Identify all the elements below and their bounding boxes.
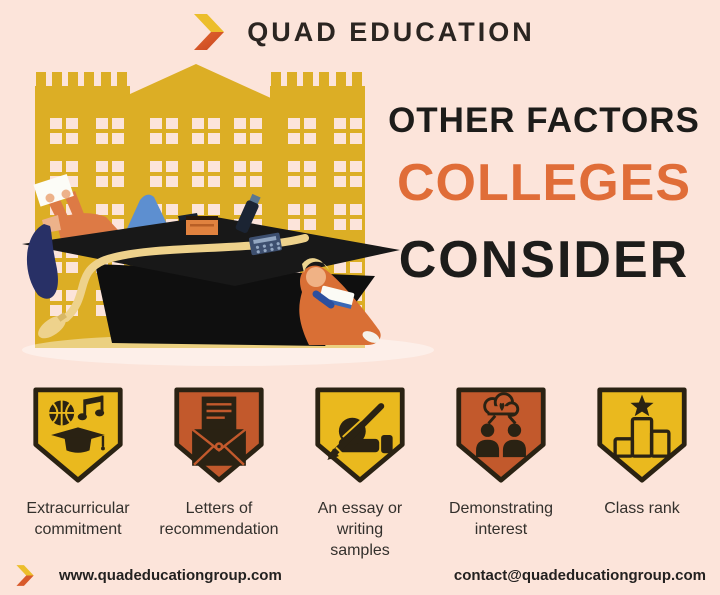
factor-label: Letters of recommendation — [159, 500, 279, 539]
building-windows — [50, 118, 362, 316]
hand-writing-pen-icon — [327, 403, 393, 460]
factor-label: Demonstrating interest — [448, 500, 554, 539]
factor-letters: Letters of recommendation — [149, 385, 290, 561]
factors-row: Extracurricular commitment — [6, 385, 714, 561]
factor-label: Class rank — [604, 500, 680, 517]
calculator-icon — [248, 232, 283, 256]
footer-website: www.quadeducationgroup.com — [59, 566, 282, 584]
student-sitting-reading — [299, 258, 381, 345]
brand-header: QUAD EDUCATION — [0, 10, 720, 54]
factor-essay: An essay or writing samples — [290, 385, 431, 561]
factor-interest: Demonstrating interest — [431, 385, 572, 561]
campus-illustration — [22, 64, 434, 366]
student-hair-over-edge — [26, 215, 61, 299]
title-line-2: COLLEGES — [396, 154, 692, 212]
factor-extracurricular: Extracurricular commitment — [8, 385, 149, 561]
brand-name: QUAD EDUCATION — [247, 16, 535, 47]
people-shared-idea-icon — [476, 392, 526, 458]
open-letter-icon — [191, 396, 247, 466]
objects-on-cap — [186, 193, 283, 256]
footer-bar: www.quadeducationgroup.com contact@quade… — [12, 562, 706, 588]
chevron-arrow-icon — [194, 14, 225, 50]
factor-class-rank: Class rank — [572, 385, 713, 561]
chevron-arrow-icon — [16, 564, 34, 586]
bottle-icon — [235, 193, 261, 234]
title-line-3: CONSIDER — [398, 231, 690, 289]
footer-email: contact@quadeducationgroup.com — [453, 566, 706, 584]
podium-star-icon — [613, 394, 671, 458]
title-line-1: OTHER FACTORS — [388, 101, 700, 140]
page-title: OTHER FACTORS COLLEGES CONSIDER — [372, 103, 716, 286]
factor-label: An essay or writing samples — [317, 500, 403, 560]
factor-label: Extracurricular commitment — [26, 500, 130, 539]
book-icon — [186, 216, 218, 235]
sports-music-graduation-icon — [49, 395, 105, 453]
